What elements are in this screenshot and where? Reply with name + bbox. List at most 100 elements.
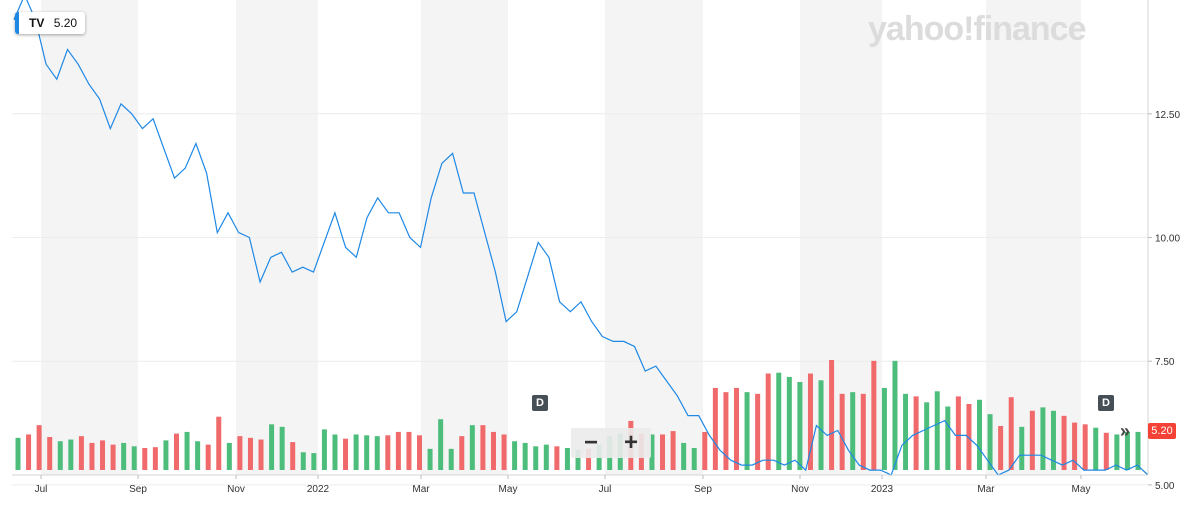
- zoom-in-button[interactable]: +: [623, 429, 638, 456]
- volume-bar: [100, 440, 106, 470]
- volume-bar: [797, 382, 803, 470]
- volume-bar: [522, 442, 528, 470]
- volume-bar: [871, 360, 877, 470]
- volume-bar: [945, 406, 951, 470]
- ticker-last-value: 5.20: [53, 16, 78, 30]
- volume-bar: [501, 434, 507, 470]
- volume-bar: [892, 360, 898, 470]
- dividend-marker[interactable]: D: [1098, 395, 1114, 411]
- volume-bar: [723, 392, 729, 470]
- volume-bar: [543, 444, 549, 470]
- x-tick-label: Mar: [977, 484, 995, 495]
- volume-bar: [755, 393, 761, 470]
- x-tick-label: May: [1072, 484, 1091, 495]
- volume-bar: [860, 393, 866, 470]
- volume-bar: [1050, 410, 1056, 470]
- volume-bar: [353, 434, 359, 470]
- grid-lines: [12, 113, 1148, 486]
- volume-bar: [533, 446, 539, 470]
- volume-bar: [205, 444, 211, 470]
- volume-bar: [839, 393, 845, 470]
- volume-bar: [670, 431, 676, 470]
- volume-bar: [807, 373, 813, 470]
- volume-bar: [279, 426, 285, 470]
- volume-bar: [459, 436, 465, 470]
- volume-bar: [1019, 426, 1025, 470]
- x-tick-label: 2023: [871, 484, 894, 495]
- volume-bar: [36, 425, 42, 470]
- volume-bar: [290, 442, 296, 470]
- volume-bar: [142, 448, 148, 470]
- y-tick-label: 10.00: [1155, 234, 1180, 245]
- volume-bar: [152, 447, 158, 470]
- volume-bar: [332, 434, 338, 470]
- volume-bar: [966, 404, 972, 470]
- volume-bar: [321, 429, 327, 470]
- zoom-controls: − +: [571, 428, 651, 458]
- volume-bar: [1135, 431, 1141, 470]
- volume-bar: [1029, 410, 1035, 470]
- x-tick-label: Nov: [227, 484, 245, 495]
- volume-bar: [681, 442, 687, 470]
- y-axis: 5.00 7.50 10.00 12.50: [1147, 0, 1180, 492]
- volume-bar: [121, 442, 127, 470]
- y-tick-label: 12.50: [1155, 110, 1180, 121]
- volume-bar: [427, 448, 433, 470]
- volume-bar: [575, 449, 581, 470]
- volume-bar: [733, 387, 739, 470]
- x-tick-label: Sep: [129, 484, 147, 495]
- volume-bar: [850, 392, 856, 470]
- ticker-label[interactable]: TV 5.20: [15, 12, 86, 34]
- volume-bar: [300, 452, 306, 470]
- volume-bar: [195, 441, 201, 470]
- last-price-badge: 5.20: [1148, 423, 1176, 439]
- volume-bar: [258, 439, 264, 470]
- series-color-swatch: [15, 12, 19, 34]
- price-line: [13, 0, 1149, 476]
- volume-bar: [480, 425, 486, 470]
- volume-bar: [1103, 432, 1109, 470]
- yahoo-finance-logo: yahoo!finance: [868, 10, 1086, 48]
- volume-bar: [406, 431, 412, 470]
- volume-bar: [564, 448, 570, 470]
- volume-bar: [78, 436, 84, 470]
- volume-bar: [712, 387, 718, 470]
- volume-bar: [649, 434, 655, 470]
- volume-bar: [987, 414, 993, 470]
- volume-bar: [818, 380, 824, 470]
- volume-bar: [776, 372, 782, 470]
- price-line-group: [13, 0, 1149, 476]
- x-tick-label: Jul: [35, 484, 48, 495]
- volume-bar: [924, 402, 930, 470]
- volume-bar: [163, 440, 169, 470]
- volume-bar: [247, 437, 253, 470]
- scroll-to-latest-button[interactable]: »: [1119, 421, 1130, 441]
- y-tick-label: 5.00: [1155, 481, 1175, 492]
- volume-bar: [173, 433, 179, 470]
- zoom-out-button[interactable]: −: [583, 429, 598, 456]
- volume-bar: [1093, 427, 1099, 470]
- volume-bar: [448, 448, 454, 470]
- volume-bar: [57, 441, 63, 470]
- volume-bar: [131, 446, 137, 470]
- volume-bar: [1061, 415, 1067, 470]
- x-tick-label: Mar: [412, 484, 430, 495]
- x-tick-label: 2022: [307, 484, 330, 495]
- x-tick-label: Sep: [694, 484, 712, 495]
- volume-bar: [1072, 422, 1078, 470]
- volume-bar: [490, 431, 496, 470]
- volume-bar: [829, 360, 835, 470]
- volume-bar: [110, 444, 116, 470]
- volume-bar: [47, 437, 53, 470]
- volume-bar: [374, 436, 380, 470]
- volume-bar: [438, 419, 444, 470]
- x-tick-label: Nov: [791, 484, 809, 495]
- volume-bar: [1124, 431, 1130, 470]
- volume-bar: [512, 441, 518, 470]
- dividend-marker[interactable]: D: [532, 395, 548, 411]
- volume-bar: [977, 399, 983, 470]
- y-tick-label: 7.50: [1155, 357, 1175, 368]
- volume-bar: [691, 448, 697, 470]
